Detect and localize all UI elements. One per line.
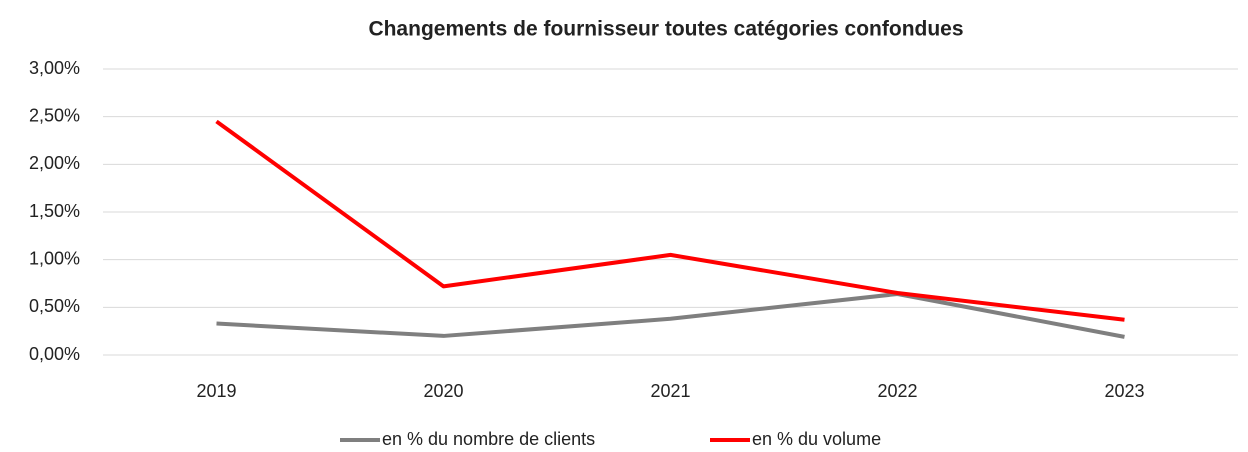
y-tick-label: 2,50%: [29, 105, 80, 125]
y-tick-label: 3,00%: [29, 58, 80, 78]
x-tick-label: 2022: [877, 381, 917, 401]
y-tick-label: 0,50%: [29, 296, 80, 316]
line-series: [215, 119, 1125, 322]
y-tick-label: 1,00%: [29, 248, 80, 268]
chart-title: Changements de fournisseur toutes catégo…: [368, 18, 963, 41]
x-tick-label: 2019: [196, 381, 236, 401]
x-tick-label: 2020: [423, 381, 463, 401]
y-tick-label: 0,00%: [29, 344, 80, 364]
legend-label: en % du nombre de clients: [382, 429, 595, 449]
y-tick-label: 2,00%: [29, 153, 80, 173]
line-series: [216, 291, 1125, 339]
x-tick-label: 2021: [650, 381, 690, 401]
y-tick-label: 1,50%: [29, 201, 80, 221]
legend-label: en % du volume: [752, 429, 881, 449]
x-tick-label: 2023: [1104, 381, 1144, 401]
